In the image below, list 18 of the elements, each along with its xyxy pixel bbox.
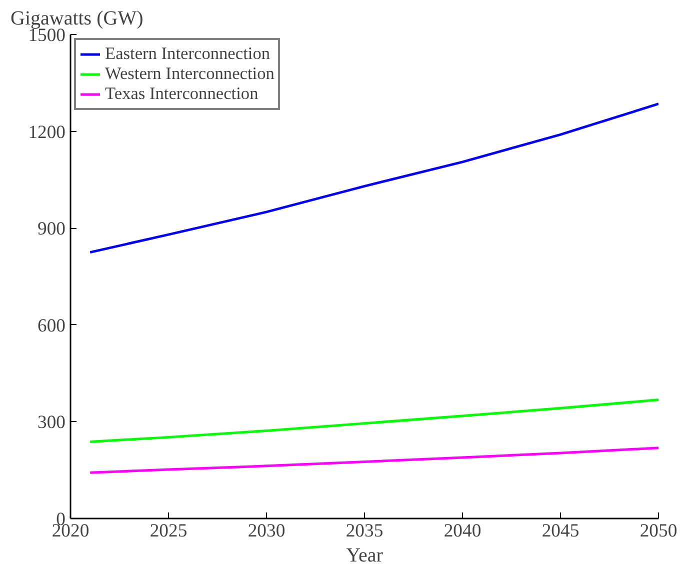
x-tick-label: 2035 [346, 520, 384, 542]
y-tick-label: 600 [38, 315, 66, 336]
y-axis-title: Gigawatts (GW) [10, 8, 144, 30]
x-axis-title: Year [346, 544, 384, 566]
line-series [88, 446, 658, 474]
line-series [88, 102, 658, 254]
y-tick-label: 1200 [28, 122, 66, 143]
x-tick-label: 2050 [640, 520, 678, 542]
legend-label: Western Interconnection [105, 64, 274, 84]
x-tick-label: 2045 [542, 520, 580, 542]
x-tick-label: 2030 [248, 520, 286, 542]
y-tick-label: 300 [38, 412, 66, 434]
legend-label: Eastern Interconnection [105, 44, 270, 64]
y-tick-label: 900 [38, 218, 66, 240]
x-tick-label: 2025 [150, 520, 188, 542]
line-series [88, 398, 658, 443]
legend-label: Texas Interconnection [105, 84, 258, 104]
x-tick-label: 2040 [444, 520, 482, 542]
